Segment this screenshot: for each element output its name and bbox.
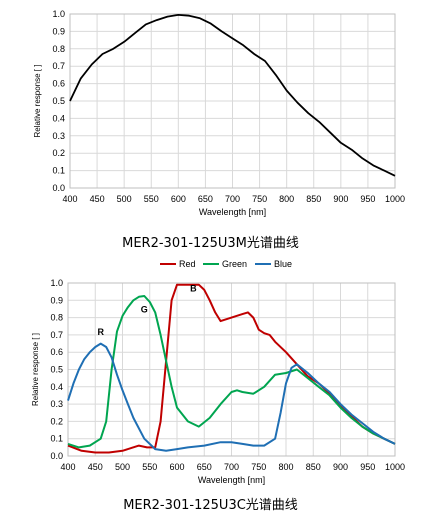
series-marker-label: R [97, 327, 104, 337]
legend-label: Green [222, 259, 247, 269]
y-tick-label: 0.2 [50, 416, 63, 426]
x-tick-label: 550 [142, 462, 157, 472]
y-axis-label: Relative response [ ] [33, 65, 42, 138]
y-tick-label: 1.0 [52, 9, 65, 19]
x-tick-label: 450 [88, 462, 103, 472]
chart-2-caption: MER2-301-125U3C光谱曲线 [123, 498, 298, 513]
y-tick-label: 0.8 [50, 313, 63, 323]
legend-label: Blue [274, 259, 292, 269]
legend-label: Red [179, 259, 196, 269]
x-tick-label: 1000 [385, 462, 405, 472]
x-tick-label: 1000 [385, 194, 405, 204]
y-tick-label: 0.9 [50, 295, 63, 305]
y-tick-label: 0.4 [50, 382, 63, 392]
x-tick-label: 600 [169, 462, 184, 472]
y-tick-label: 0.6 [52, 79, 65, 89]
chart-2: 400 450 500 550 600 650 700 750 800 850 900 950 1000… [31, 259, 405, 485]
x-tick-label: 800 [278, 462, 293, 472]
x-tick-label: 850 [306, 194, 321, 204]
x-tick-label: 700 [224, 462, 239, 472]
chart-1-caption: MER2-301-125U3M光谱曲线 [122, 236, 299, 251]
x-tick-label: 650 [198, 194, 213, 204]
y-tick-label: 0.8 [52, 44, 65, 54]
y-tick-label: 0.7 [52, 61, 65, 71]
x-tick-label: 900 [333, 194, 348, 204]
x-axis-label: Wavelength [nm] [199, 207, 266, 217]
x-tick-label: 800 [279, 194, 294, 204]
y-tick-label: 0.2 [52, 148, 65, 158]
x-tick-label: 600 [171, 194, 186, 204]
x-tick-label: 450 [90, 194, 105, 204]
red-series-line [67, 283, 396, 454]
y-tick-label: 0.1 [50, 434, 63, 444]
x-tick-label: 950 [360, 194, 375, 204]
y-tick-label: 0.9 [52, 26, 65, 36]
y-tick-label: 0.5 [50, 365, 63, 375]
x-tick-label: 400 [62, 194, 77, 204]
y-tick-label: 0.6 [50, 347, 63, 357]
chart-1: 400 450 500 550 600 650 700 750 800 850 900 950 1000… [33, 9, 405, 217]
green-series-line [67, 295, 396, 449]
y-tick-label: 0.0 [52, 183, 65, 193]
series-marker-label: G [141, 304, 148, 314]
x-tick-label: 550 [144, 194, 159, 204]
blue-series-line [67, 342, 396, 452]
response-series-line [69, 14, 396, 177]
y-tick-label: 0.1 [52, 166, 65, 176]
y-tick-label: 0.5 [52, 96, 65, 106]
plot-frame [67, 282, 396, 457]
y-tick-label: 0.3 [52, 131, 65, 141]
y-tick-label: 0.3 [50, 399, 63, 409]
x-tick-label: 700 [225, 194, 240, 204]
x-axis-label: Wavelength [nm] [198, 475, 265, 485]
y-tick-label: 0.0 [50, 451, 63, 461]
x-tick-label: 750 [251, 462, 266, 472]
y-tick-label: 1.0 [50, 278, 63, 288]
x-tick-label: 850 [306, 462, 321, 472]
x-tick-label: 750 [252, 194, 267, 204]
series-marker-label: B [190, 284, 197, 294]
y-tick-label: 0.4 [52, 113, 65, 123]
x-tick-label: 500 [117, 194, 132, 204]
y-axis-label: Relative response [ ] [31, 333, 40, 406]
x-tick-label: 400 [60, 462, 75, 472]
x-tick-label: 650 [197, 462, 212, 472]
y-tick-label: 0.7 [50, 330, 63, 340]
x-tick-label: 500 [115, 462, 130, 472]
x-tick-label: 900 [333, 462, 348, 472]
x-tick-label: 950 [360, 462, 375, 472]
